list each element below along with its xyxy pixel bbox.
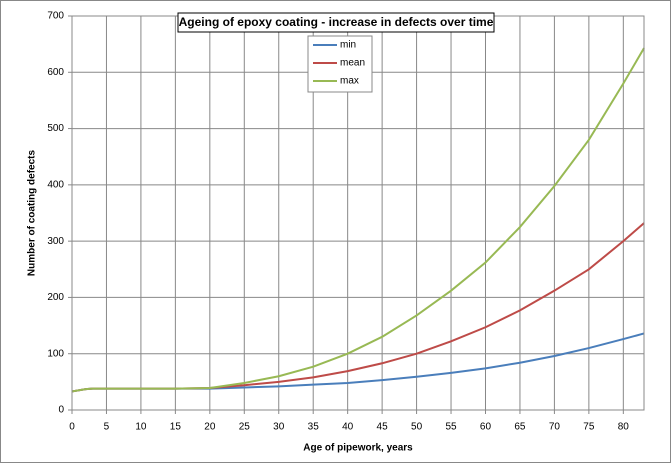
x-tick-label: 80: [618, 422, 630, 433]
x-tick-label: 25: [239, 422, 251, 433]
legend-label: min: [340, 40, 356, 51]
y-tick-label: 100: [47, 348, 64, 359]
y-tick-label: 600: [47, 67, 64, 78]
x-tick-label: 50: [411, 422, 423, 433]
x-tick-label: 75: [583, 422, 595, 433]
y-tick-label: 200: [47, 292, 64, 303]
x-tick-label: 15: [170, 422, 182, 433]
y-axis-title: Number of coating defects: [27, 150, 38, 277]
y-tick-label: 700: [47, 11, 64, 22]
y-tick-label: 0: [58, 405, 64, 416]
x-tick-label: 40: [342, 422, 354, 433]
x-tick-label: 35: [308, 422, 320, 433]
lines: [71, 47, 645, 393]
x-tick-label: 0: [69, 422, 75, 433]
x-tick-label: 60: [480, 422, 492, 433]
legend-entries: min mean max: [313, 40, 365, 87]
x-tick-label: 55: [445, 422, 457, 433]
title-box: [177, 12, 495, 33]
series-line: [71, 47, 645, 393]
x-axis-title: Age of pipework, years: [303, 443, 413, 454]
y-tick-label: 500: [47, 123, 64, 134]
x-tick-label: 70: [549, 422, 561, 433]
chart-title: Ageing of epoxy coating - increase in de…: [179, 15, 494, 29]
legend-label: mean: [340, 58, 365, 69]
y-tick-label: 400: [47, 179, 64, 190]
y-tick-label: 300: [47, 236, 64, 247]
x-tick-label: 10: [135, 422, 147, 433]
x-tick-label: 20: [204, 422, 216, 433]
x-tick-label: 30: [273, 422, 285, 433]
x-tick-label: 5: [104, 422, 110, 433]
legend-label: max: [340, 76, 359, 87]
x-tick-label: 65: [514, 422, 526, 433]
x-tick-label: 45: [377, 422, 389, 433]
